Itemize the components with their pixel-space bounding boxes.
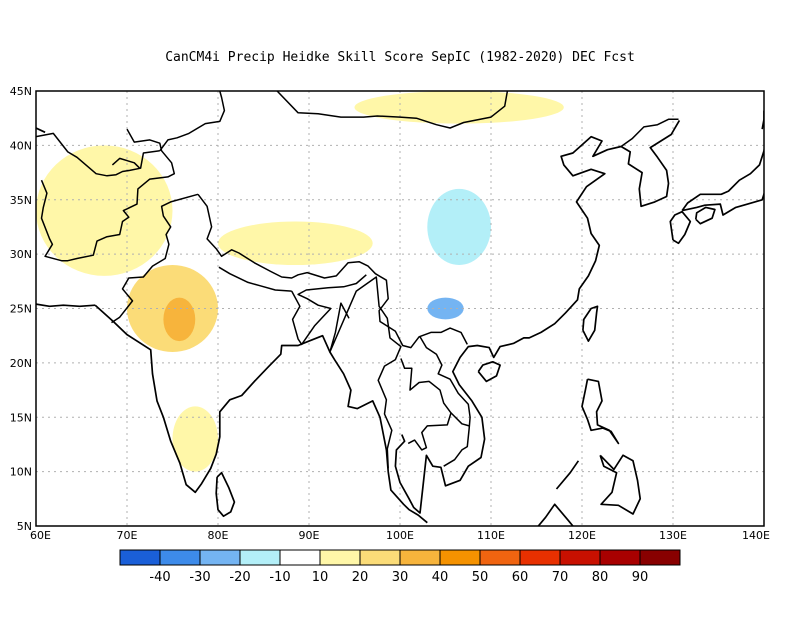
y-axis: 5N 10N 15N 20N 25N 30N 35N 40N 45N	[10, 85, 32, 533]
colorbar-label: 90	[632, 570, 649, 585]
colorbar-swatch	[439, 549, 481, 566]
colorbar-label: 10	[312, 570, 329, 585]
skill-region-6	[354, 91, 564, 124]
lat-tick-label: 30N	[10, 248, 32, 261]
colorbar-swatch	[319, 549, 361, 566]
line-hokkaido-edge	[761, 110, 764, 130]
line-hainan	[477, 360, 501, 383]
colorbar-swatch	[559, 549, 601, 566]
colorbar-swatch	[199, 549, 241, 566]
lon-tick-label: 90E	[299, 529, 320, 542]
lon-tick-label: 130E	[659, 529, 687, 542]
line-borneo	[537, 503, 574, 526]
grid-layer	[36, 91, 764, 526]
line-palawan	[555, 460, 580, 490]
skill-region-3	[218, 221, 373, 265]
colorbar-label: -30	[189, 570, 210, 585]
lon-tick-label: 140E	[742, 529, 770, 542]
line-cambodia-laos	[450, 412, 470, 427]
line-caspian-edge	[36, 127, 46, 134]
colorbar-label: 70	[552, 570, 569, 585]
line-nepal-south	[218, 266, 292, 292]
line-korea-china	[620, 118, 679, 148]
colorbar-swatch	[479, 549, 521, 566]
line-indochina-coast	[394, 135, 622, 514]
line-laos-thai-vietnam	[400, 358, 452, 451]
line-japan-honshu	[681, 146, 764, 216]
colorbar-swatch	[399, 549, 441, 566]
skill-region-4	[427, 188, 491, 265]
colorbar-label: 30	[392, 570, 409, 585]
skill-region-7	[172, 406, 218, 472]
line-india-coast	[94, 304, 428, 524]
line-iran-coast	[36, 303, 96, 308]
lat-tick-label: 20N	[10, 357, 32, 370]
lat-tick-label: 15N	[10, 411, 32, 424]
lon-tick-label: 120E	[568, 529, 596, 542]
colorbar: -40 -30 -20 -10 10 20 30 40 50 60 70 80 90	[119, 549, 681, 585]
line-luzon	[581, 378, 620, 445]
lat-tick-label: 5N	[17, 520, 32, 533]
skill-region-2	[163, 297, 196, 342]
line-mongolia-south	[276, 91, 509, 129]
lon-tick-label: 60E	[30, 529, 51, 542]
line-taiwan	[582, 305, 599, 342]
skill-shading-layer	[36, 91, 564, 472]
colorbar-swatch	[639, 549, 681, 566]
lat-tick-label: 35N	[10, 194, 32, 207]
lon-tick-label: 100E	[386, 529, 414, 542]
x-axis: 60E 70E 80E 90E 100E 110E 120E 130E 140E	[30, 529, 770, 542]
colorbar-label: -20	[229, 570, 250, 585]
colorbar-swatch	[239, 549, 281, 566]
line-india-china-nepal	[197, 193, 468, 349]
colorbar-swatch	[359, 549, 401, 566]
chart-title: CanCM4i Precip Heidke Skill Score SepIC …	[165, 50, 635, 65]
lon-tick-label: 80E	[208, 529, 229, 542]
line-pak-india	[111, 193, 199, 324]
skill-region-0	[36, 145, 173, 276]
colorbar-label: 80	[592, 570, 609, 585]
line-central-asia	[36, 132, 160, 177]
lat-tick-label: 25N	[10, 303, 32, 316]
line-visayas-mindanao	[599, 454, 642, 515]
lon-tick-label: 70E	[117, 529, 138, 542]
lon-tick-label: 110E	[477, 529, 505, 542]
line-sri-lanka	[215, 471, 236, 518]
colorbar-label: 50	[472, 570, 489, 585]
colorbar-swatch	[519, 549, 561, 566]
line-bangladesh	[291, 274, 367, 346]
colorbar-label: -40	[149, 570, 170, 585]
plot-frame	[35, 90, 765, 527]
line-laos-vietnam	[419, 336, 471, 467]
colorbar-label: -10	[269, 570, 290, 585]
line-korea	[620, 119, 681, 208]
lat-tick-label: 10N	[10, 466, 32, 479]
line-china-mongolia	[159, 91, 226, 152]
lat-tick-label: 40N	[10, 139, 32, 152]
colorbar-swatch	[599, 549, 641, 566]
line-myanmar-east	[329, 276, 402, 469]
colorbar-label: 20	[352, 570, 369, 585]
coastline-layer	[36, 91, 764, 526]
line-japan-shikoku	[694, 206, 716, 225]
line-iran-afghan	[40, 128, 176, 262]
colorbar-swatch	[119, 549, 161, 566]
colorbar-swatch	[159, 549, 201, 566]
line-afghan-tajik	[111, 157, 141, 169]
colorbar-label: 60	[512, 570, 529, 585]
line-japan-kyushu-honshu	[669, 210, 692, 245]
colorbar-swatch	[279, 549, 321, 566]
colorbar-label: 40	[432, 570, 449, 585]
lat-tick-label: 45N	[10, 85, 32, 98]
